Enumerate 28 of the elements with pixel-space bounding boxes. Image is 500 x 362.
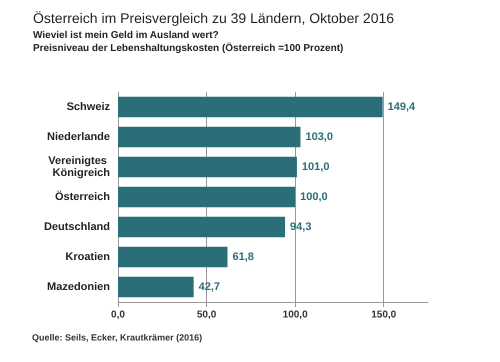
y-tick-label: Schweiz (66, 101, 110, 113)
data-label: 149,4 (388, 101, 416, 113)
data-label: 61,8 (232, 251, 254, 263)
bar (118, 246, 228, 268)
x-tick-label: 50,0 (196, 310, 217, 320)
source-note: Quelle: Seils, Ecker, Krautkrämer (2016) (32, 332, 202, 342)
bar (118, 216, 286, 238)
y-tick-label: Kroatien (65, 251, 110, 263)
y-tick-label: Mazedonien (47, 281, 110, 293)
y-tick-label: Österreich (54, 190, 110, 203)
bar (118, 276, 194, 298)
y-tick-label: Niederlande (47, 131, 110, 143)
data-label: 101,0 (302, 161, 330, 173)
chart-subtitle: Wieviel ist mein Geld im Ausland wert? Preisniveau der Lebenshaltungskosten (Österreich =100 Prozent) (33, 30, 344, 54)
x-tick-label: 100,0 (282, 310, 308, 320)
y-tick-label: Deutschland (44, 221, 110, 233)
chart-title: Österreich im Preisvergleich zu 39 Ländern, Oktober 2016 (33, 10, 394, 26)
y-tick-label: Vereinigtes Königreich (48, 155, 110, 179)
bar (118, 96, 383, 118)
bar (118, 156, 297, 178)
x-tick-label: 0,0 (111, 310, 126, 320)
x-tick-label: 150,0 (371, 310, 397, 320)
data-label: 100,0 (300, 191, 328, 203)
data-label: 94,3 (290, 221, 312, 233)
bar (118, 186, 296, 208)
data-label: 103,0 (305, 131, 333, 143)
data-label: 42,7 (198, 281, 220, 293)
bar (118, 126, 300, 148)
